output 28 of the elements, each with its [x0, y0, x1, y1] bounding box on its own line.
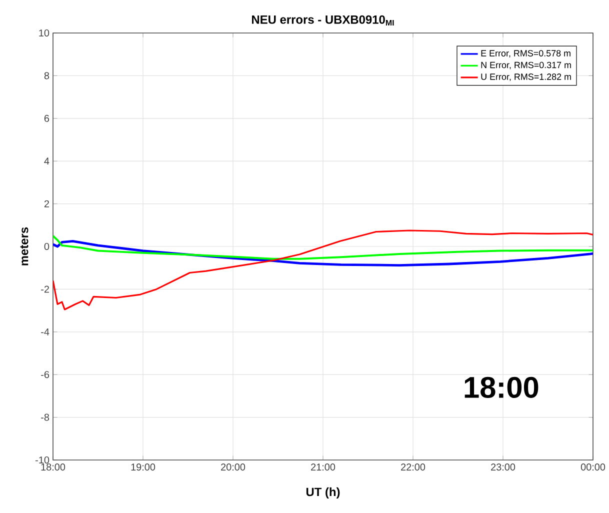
y-tick-label: 8	[44, 72, 50, 80]
y-tick-label: 6	[44, 114, 50, 122]
y-tick-label: -4	[41, 328, 50, 336]
y-tick-label: 4	[44, 158, 50, 165]
legend-label: U Error, RMS=1.282 m	[481, 74, 571, 81]
chart-title: NEU errors - UBXB0910$_{MI}$	[252, 15, 394, 26]
x-tick-label: 22:00	[401, 464, 426, 471]
line-series	[53, 240, 593, 266]
y-tick-label: 10	[39, 29, 50, 37]
x-tick-label: 21:00	[311, 464, 336, 471]
legend-label: N Error, RMS=0.317 m	[481, 62, 571, 70]
line-series	[53, 234, 593, 260]
y-tick-label: -2	[41, 286, 49, 293]
x-axis-title: UT (h)	[306, 487, 340, 499]
y-tick-label: -6	[41, 371, 50, 378]
y-tick-label: -8	[41, 414, 50, 421]
line-series	[53, 230, 593, 310]
y-tick-label: 0	[44, 242, 50, 250]
y-tick-label: 2	[44, 200, 49, 208]
annotation: 18:00	[464, 376, 538, 398]
y-tick-label: -10	[36, 456, 50, 464]
x-tick-label: 18:00	[41, 464, 66, 471]
x-tick-label: 20:00	[221, 464, 246, 471]
x-tick-label: 19:00	[131, 464, 156, 471]
x-tick-label: 23:00	[491, 464, 516, 471]
x-tick-label: 00:00	[580, 464, 606, 471]
legend-label: E Error, RMS=0.578 m	[481, 50, 570, 58]
y-axis-title: meters	[20, 227, 28, 266]
